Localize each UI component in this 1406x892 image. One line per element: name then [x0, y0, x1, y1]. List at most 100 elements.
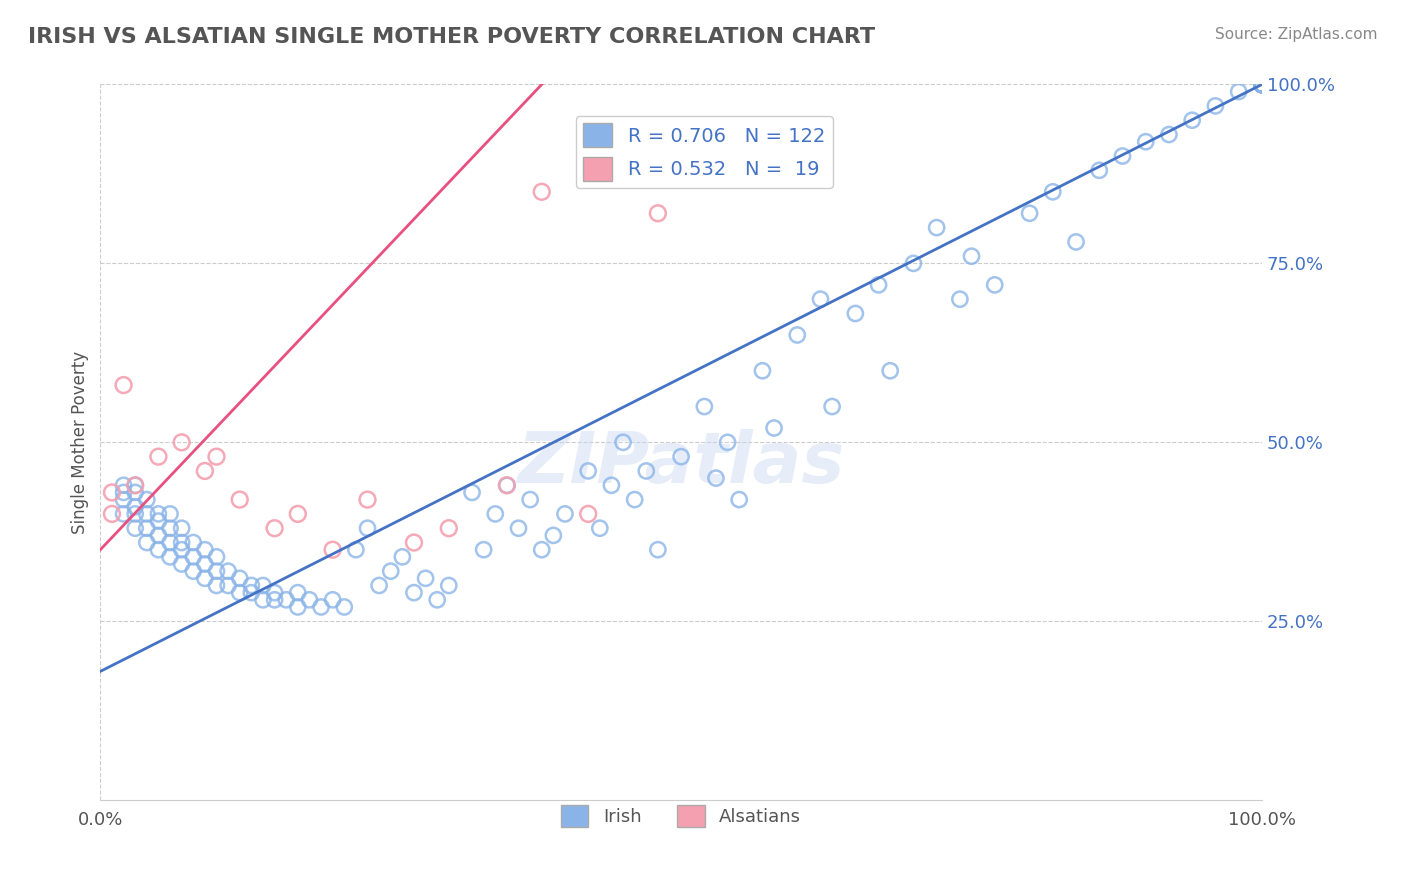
Point — [276, 592, 298, 607]
Point — [1088, 163, 1111, 178]
Point — [112, 492, 135, 507]
Point — [1251, 78, 1274, 92]
Point — [554, 507, 576, 521]
Point — [135, 535, 157, 549]
Point — [101, 485, 124, 500]
Point — [322, 542, 344, 557]
Point — [148, 542, 170, 557]
Point — [1181, 113, 1204, 128]
Point — [437, 521, 460, 535]
Point — [344, 542, 367, 557]
Point — [1251, 78, 1274, 92]
Point — [124, 507, 146, 521]
Point — [868, 277, 890, 292]
Point — [240, 585, 263, 599]
Point — [148, 450, 170, 464]
Point — [124, 521, 146, 535]
Point — [576, 507, 599, 521]
Point — [600, 478, 623, 492]
Point — [1064, 235, 1087, 249]
Point — [263, 592, 285, 607]
Point — [1135, 135, 1157, 149]
Point — [112, 485, 135, 500]
Point — [217, 564, 239, 578]
Point — [704, 471, 727, 485]
Point — [205, 578, 228, 592]
Point — [170, 535, 193, 549]
Point — [170, 435, 193, 450]
Point — [1251, 78, 1274, 92]
Point — [461, 485, 484, 500]
Point — [391, 549, 413, 564]
Point — [112, 507, 135, 521]
Point — [763, 421, 786, 435]
Text: Source: ZipAtlas.com: Source: ZipAtlas.com — [1215, 27, 1378, 42]
Point — [879, 364, 901, 378]
Point — [530, 542, 553, 557]
Point — [194, 571, 217, 585]
Point — [1251, 78, 1274, 92]
Point — [287, 585, 309, 599]
Point — [716, 435, 738, 450]
Point — [148, 507, 170, 521]
Point — [496, 478, 519, 492]
Point — [543, 528, 565, 542]
Point — [205, 564, 228, 578]
Point — [135, 507, 157, 521]
Point — [437, 578, 460, 592]
Point — [508, 521, 530, 535]
Point — [194, 557, 217, 571]
Point — [229, 492, 252, 507]
Point — [229, 571, 252, 585]
Point — [112, 378, 135, 392]
Point — [287, 507, 309, 521]
Point — [170, 557, 193, 571]
Point — [1018, 206, 1040, 220]
Point — [368, 578, 391, 592]
Point — [1251, 78, 1274, 92]
Point — [623, 492, 645, 507]
Point — [728, 492, 751, 507]
Point — [1157, 128, 1180, 142]
Point — [263, 585, 285, 599]
Point — [322, 592, 344, 607]
Point — [170, 521, 193, 535]
Point — [810, 292, 832, 306]
Point — [252, 592, 274, 607]
Point — [124, 478, 146, 492]
Point — [124, 485, 146, 500]
Point — [1251, 78, 1274, 92]
Point — [1042, 185, 1064, 199]
Point — [124, 500, 146, 514]
Point — [240, 578, 263, 592]
Legend: Irish, Alsatians: Irish, Alsatians — [554, 797, 808, 834]
Point — [1111, 149, 1133, 163]
Point — [135, 521, 157, 535]
Y-axis label: Single Mother Poverty: Single Mother Poverty — [72, 351, 89, 534]
Point — [135, 492, 157, 507]
Point — [1251, 78, 1274, 92]
Point — [181, 564, 204, 578]
Point — [786, 328, 808, 343]
Point — [1251, 78, 1274, 92]
Point — [519, 492, 541, 507]
Point — [159, 549, 181, 564]
Point — [205, 549, 228, 564]
Point — [949, 292, 972, 306]
Point — [636, 464, 658, 478]
Point — [112, 478, 135, 492]
Point — [415, 571, 437, 585]
Point — [159, 507, 181, 521]
Point — [844, 306, 866, 320]
Point — [356, 521, 378, 535]
Text: ZIPatlas: ZIPatlas — [517, 429, 845, 499]
Point — [484, 507, 506, 521]
Point — [983, 277, 1005, 292]
Point — [1251, 78, 1274, 92]
Point — [1251, 78, 1274, 92]
Point — [426, 592, 449, 607]
Point — [1251, 78, 1274, 92]
Point — [925, 220, 948, 235]
Point — [217, 578, 239, 592]
Point — [356, 492, 378, 507]
